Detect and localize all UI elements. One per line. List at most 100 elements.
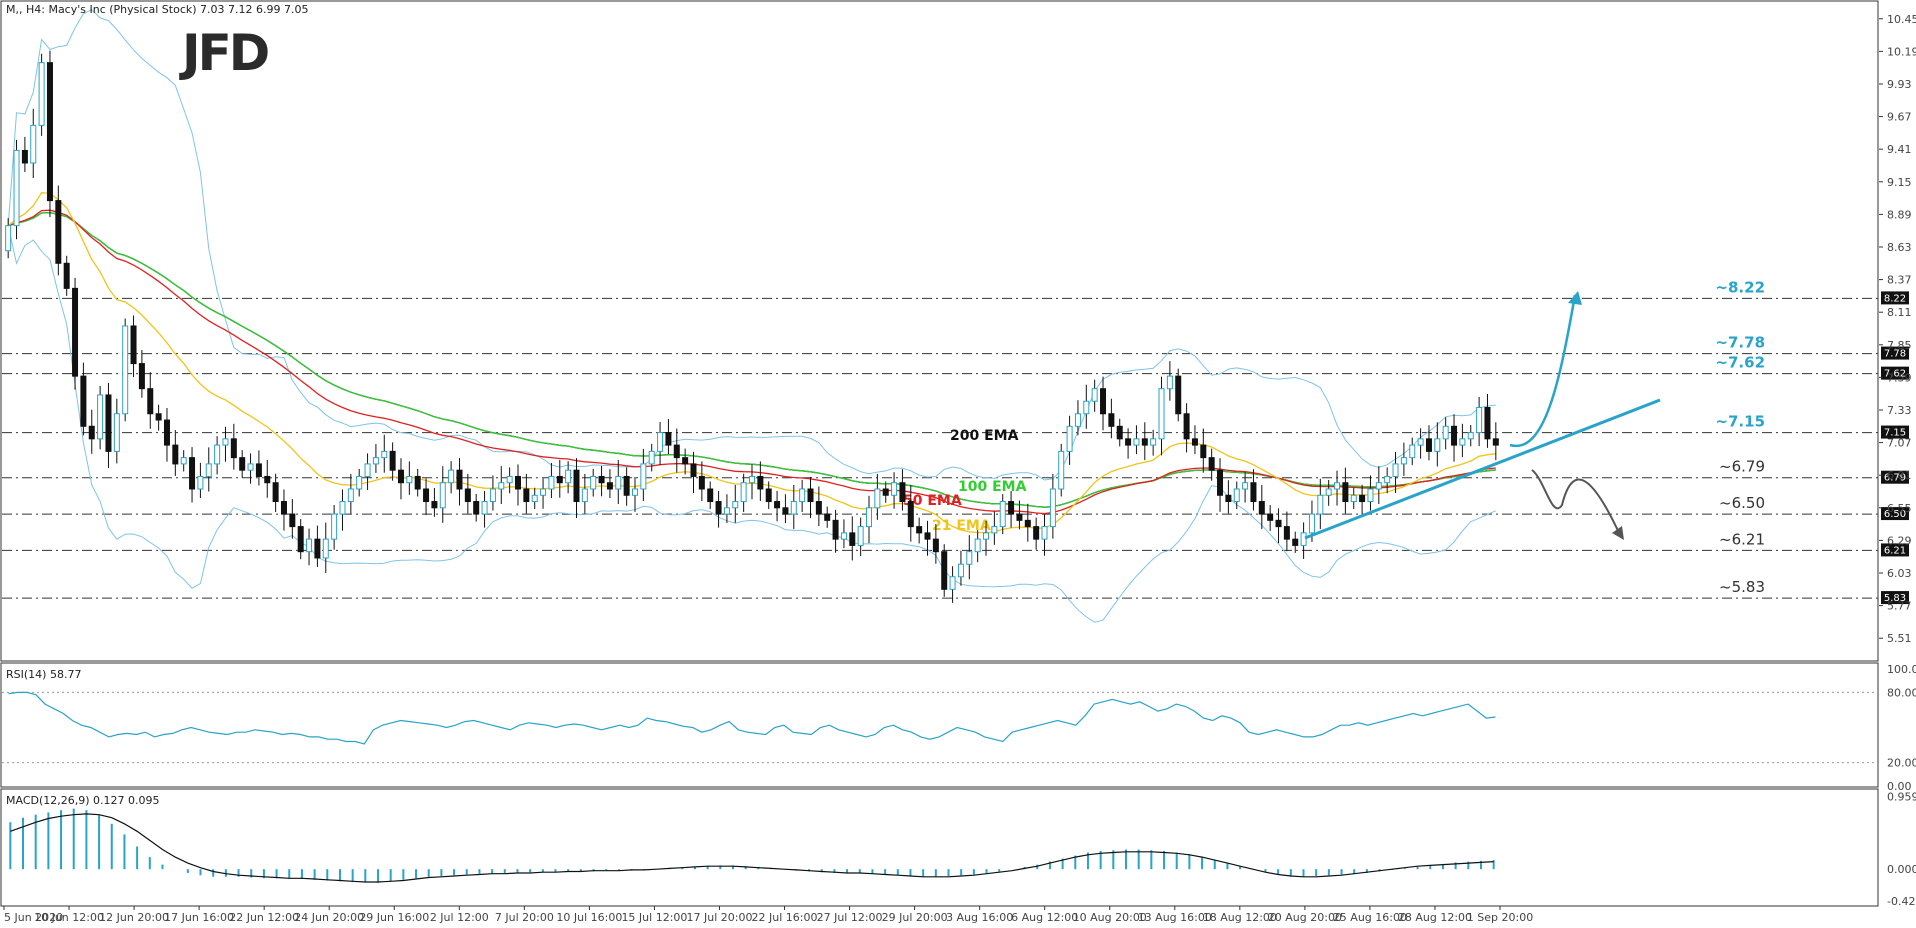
candle-body [113,413,120,452]
candle-body [1375,482,1382,490]
candle-body [88,425,95,440]
rsi-tick-label: 80.00 [1887,686,1916,699]
time-tick-label: 28 Aug 12:00 [1398,911,1472,924]
candle-body [807,488,814,503]
candle [105,382,112,468]
price-tick-label: 9.93 [1887,78,1912,91]
candle [598,465,605,497]
candle-body [1492,438,1499,446]
candle [531,487,538,510]
candle-body [481,501,488,515]
candle [941,544,948,597]
candle [1250,469,1257,511]
candle-body [1200,444,1207,459]
time-tick-label: 7 Jul 20:00 [495,911,554,924]
candle-body [966,551,973,565]
candle [991,511,998,545]
time-tick-label: 27 Jul 12:00 [817,911,883,924]
candle-body [1275,519,1282,528]
price-tick-label: 6.29 [1887,534,1912,547]
candle-body [55,200,62,264]
candle-body [414,475,421,490]
candle [932,524,939,564]
candle [1367,475,1374,511]
candle [606,469,613,499]
candle [581,473,588,514]
candle-body [1459,438,1466,446]
candle [163,407,170,462]
candle-body [999,501,1006,528]
price-tick-label: 10.19 [1887,45,1916,58]
candle-body [1108,413,1115,427]
candle [364,453,371,490]
candle [72,277,79,390]
candle-body [280,501,287,515]
jfd-logo: JFD [179,24,268,82]
candle-body [615,475,622,490]
candle-body [1158,388,1165,440]
candle-body [5,225,12,252]
candle [957,550,964,586]
candle [180,450,187,472]
candle-body [590,475,597,490]
time-tick-label: 15 Jul 12:00 [621,911,687,924]
candle-body [214,444,221,465]
candle-body [682,457,689,465]
time-tick-label: 25 Aug 16:00 [1333,911,1407,924]
candle [1342,467,1349,514]
candle [1467,425,1474,447]
candle [1258,484,1265,530]
candle-body [1283,526,1290,540]
candle-body [197,475,204,490]
candle [1166,361,1173,401]
candle [615,459,622,505]
candle-body [556,475,563,484]
price-tick-label: 8.37 [1887,274,1912,287]
time-tick-label: 17 Jul 20:00 [686,911,752,924]
time-tick-label: 10 Aug 20:00 [1073,911,1147,924]
candle-body [1141,438,1148,446]
candle-body [548,475,555,490]
price-tick-label: 7.59 [1887,371,1912,384]
candle [732,484,739,523]
candle-body [381,450,388,459]
candle-body [1434,438,1441,452]
candle [1049,473,1056,539]
candle [506,467,513,494]
price-tick-label: 8.89 [1887,208,1912,221]
candle [657,422,664,465]
candle [439,466,446,523]
candle [673,428,680,473]
candle-body [339,501,346,515]
candle [80,362,87,436]
price-tick-label: 5.51 [1887,632,1912,645]
candle [205,447,212,492]
candle [782,494,789,524]
candle-body [1016,513,1023,521]
candle-body [97,394,104,440]
candle-body [1359,494,1366,503]
candle-body [272,482,279,503]
candle-body [1091,388,1098,402]
candle-body [1083,400,1090,415]
candle-body [46,62,53,202]
candle [189,447,196,503]
candle-body [289,513,296,528]
candle-body [1325,488,1332,496]
rsi-line [8,691,1496,745]
candle-body [105,394,112,452]
candle [197,462,204,499]
candle [1066,415,1073,465]
candle [514,464,521,506]
candle-body [297,526,304,553]
candle-body [1292,538,1299,546]
main-chart-title: M,, H4: Macy's Inc (Physical Stock) 7.03… [6,3,308,16]
candle-body [1392,463,1399,477]
level-price-tag-text: 5.83 [1884,593,1906,604]
candle-body [163,419,170,446]
candle [891,472,898,509]
candle-body [1183,413,1190,440]
candle [723,494,730,524]
candle-body [523,488,530,503]
time-tick-label: 22 Jul 16:00 [752,911,818,924]
